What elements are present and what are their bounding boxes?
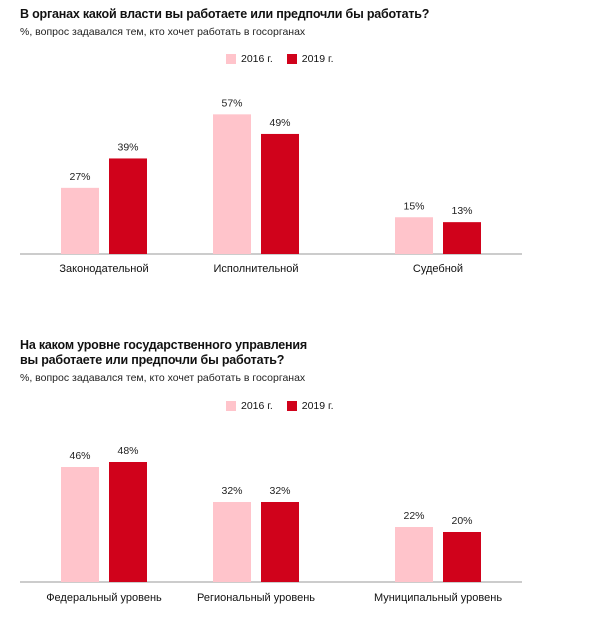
chart2-subtitle: %, вопрос задавался тем, кто хочет работ… (20, 372, 306, 384)
chart1-title: В органах какой власти вы работаете или … (20, 7, 430, 21)
bar-2019 (109, 462, 147, 582)
bar-2016 (213, 114, 251, 254)
chart1-legend: 2016 г. 2019 г. (226, 53, 334, 65)
category-label: Муниципальный уровень (374, 592, 502, 604)
data-label: 57% (221, 97, 242, 109)
data-label: 49% (269, 117, 290, 129)
legend-label-2016: 2016 г. (241, 400, 273, 412)
chart1-subtitle: %, вопрос задавался тем, кто хочет работ… (20, 26, 306, 38)
data-label: 46% (69, 450, 90, 462)
data-label: 39% (117, 141, 138, 153)
category-label: Судебной (413, 263, 463, 275)
legend-item-2019: 2019 г. (286, 400, 334, 412)
legend-swatch-2019 (286, 401, 297, 411)
data-label: 32% (269, 485, 290, 497)
category-label: Федеральный уровень (46, 592, 162, 604)
data-label: 27% (69, 171, 90, 183)
bar-2016 (395, 527, 433, 582)
legend-label-2016: 2016 г. (241, 53, 273, 65)
chart2-title-line-1: На каком уровне государственного управле… (20, 338, 307, 352)
bar-2016 (61, 467, 99, 582)
legend-item-2016: 2016 г. (226, 400, 273, 412)
bar-2019 (443, 532, 481, 582)
data-label: 20% (451, 515, 472, 527)
bar-2019 (443, 222, 481, 254)
chart2-legend: 2016 г. 2019 г. (226, 400, 334, 412)
data-label: 48% (117, 445, 138, 457)
chart2-title-line-2: вы работаете или предпочли бы работать? (20, 353, 285, 367)
bar-2019 (261, 502, 299, 582)
data-label: 32% (221, 485, 242, 497)
category-label: Региональный уровень (197, 592, 315, 604)
legend-label-2019: 2019 г. (301, 400, 334, 412)
legend-swatch-2019 (286, 54, 297, 64)
legend-item-2016: 2016 г. (226, 53, 273, 65)
chart1-plot: 27% 39% Законодательной 57% 49% Исполнительно… (20, 97, 522, 275)
data-label: 22% (403, 510, 424, 522)
bar-2019 (109, 158, 147, 254)
data-label: 13% (451, 205, 472, 217)
legend-item-2019: 2019 г. (286, 53, 334, 65)
bar-2016 (213, 502, 251, 582)
legend-label-2019: 2019 г. (301, 53, 334, 65)
category-label: Законодательной (59, 263, 148, 275)
data-label: 15% (403, 200, 424, 212)
chart2-title: На каком уровне государственного управле… (20, 338, 307, 368)
bar-2016 (395, 217, 433, 254)
bar-2019 (261, 133, 299, 254)
legend-swatch-2016 (226, 401, 236, 411)
bar-2016 (61, 187, 99, 254)
legend-swatch-2016 (226, 54, 236, 64)
category-label: Исполнительной (213, 263, 298, 275)
